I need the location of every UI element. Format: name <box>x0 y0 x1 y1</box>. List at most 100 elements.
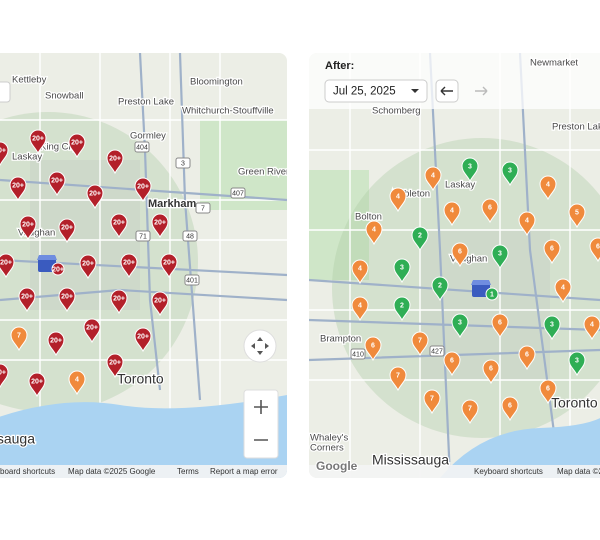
date-select[interactable] <box>324 79 428 103</box>
pin-label: 4 <box>450 207 454 214</box>
pin-label: 20+ <box>123 259 135 266</box>
road-label: 48 <box>186 233 194 240</box>
pin-label: 20+ <box>86 324 98 331</box>
pin-label: 20+ <box>71 139 83 146</box>
pin-label: 3 <box>400 264 404 271</box>
road-shield <box>184 274 200 286</box>
pin <box>431 276 449 302</box>
pin <box>554 278 572 304</box>
pin <box>0 363 9 389</box>
pin <box>18 287 36 313</box>
pin <box>134 177 152 203</box>
road-shield <box>182 230 198 242</box>
pin-label: 7 <box>468 405 472 412</box>
road-label: 410 <box>352 351 364 358</box>
road-shield <box>429 345 445 357</box>
pin-label: 3 <box>498 250 502 257</box>
pin-label: 6 <box>450 357 454 364</box>
footer-link[interactable]: Map data ©2025 <box>557 467 600 476</box>
pan-control[interactable] <box>243 329 277 363</box>
pin <box>10 326 28 352</box>
road-shield <box>195 202 211 214</box>
pin <box>393 258 411 284</box>
pin <box>424 166 442 192</box>
road-shield <box>134 141 150 153</box>
pin <box>47 331 65 357</box>
pin <box>110 213 128 239</box>
pin <box>501 161 519 187</box>
place-label: Kettleby <box>12 75 47 86</box>
place-label: Schomberg <box>372 106 421 117</box>
place-label: Gormley <box>130 131 166 142</box>
store-awning <box>37 255 57 260</box>
footer-bar <box>309 465 600 478</box>
place-label: Mississauga <box>0 431 35 447</box>
pin-label: 20+ <box>82 260 94 267</box>
pin <box>543 239 561 265</box>
pin-label: 6 <box>546 385 550 392</box>
pin-label: 5 <box>575 209 579 216</box>
pin <box>106 353 124 379</box>
pin-label: 20+ <box>21 293 33 300</box>
road-label: 407 <box>232 190 244 197</box>
pin <box>539 175 557 201</box>
pin-label: 6 <box>596 243 600 250</box>
place-label: Snowball <box>45 91 84 102</box>
place-label: Mississauga <box>372 452 449 468</box>
pin-label: 20+ <box>51 177 63 184</box>
pin-label: 6 <box>489 365 493 372</box>
store-badge-label: 1 <box>490 291 494 298</box>
pin <box>68 133 86 159</box>
zoom-icons <box>254 400 268 441</box>
pin-label: 20+ <box>0 147 6 154</box>
pin <box>68 370 86 396</box>
pin <box>461 157 479 183</box>
pin <box>86 184 104 210</box>
footer-link[interactable]: Map data ©2025 Google <box>68 467 156 476</box>
store-badge-label: 20+ <box>52 266 64 273</box>
pin <box>58 218 76 244</box>
next-button[interactable] <box>475 86 488 96</box>
pin <box>0 253 15 279</box>
back-button[interactable] <box>0 81 11 103</box>
place-label: Whaley's <box>310 433 348 444</box>
pin-label: 20+ <box>31 378 43 385</box>
footer-link[interactable]: Keyboard shortcuts <box>474 467 543 476</box>
caret <box>411 89 419 93</box>
pin <box>364 336 382 362</box>
prev-icon <box>440 86 453 96</box>
pin <box>411 331 429 357</box>
footer-link[interactable]: board shortcuts <box>0 467 55 476</box>
pin <box>151 291 169 317</box>
pin <box>501 396 519 422</box>
pin <box>539 379 557 405</box>
store-badge <box>485 287 499 301</box>
place-label: Markham <box>148 198 197 210</box>
pin <box>389 187 407 213</box>
place-label: Corners <box>310 443 344 454</box>
pin-label: 20+ <box>50 337 62 344</box>
place-label: Brampton <box>320 334 361 345</box>
pin-label: 2 <box>438 282 442 289</box>
pin <box>451 313 469 339</box>
left-map[interactable]: Kettleby Bloomington Snowball Preston Lake W… <box>0 53 289 478</box>
road-label: 427 <box>431 348 443 355</box>
pin <box>106 149 124 175</box>
pin <box>491 244 509 270</box>
pin <box>568 351 586 377</box>
zoom-control[interactable] <box>243 389 279 459</box>
pin <box>423 389 441 415</box>
pin <box>83 318 101 344</box>
place-label: Laskay <box>12 152 42 163</box>
footer-link[interactable]: Terms <box>177 467 199 476</box>
pin-label: 20+ <box>113 219 125 226</box>
pin <box>351 296 369 322</box>
place-label: Preston Lake <box>118 97 174 108</box>
pin <box>518 211 536 237</box>
footer-link[interactable]: Report a map error <box>210 467 278 476</box>
pin-label: 6 <box>550 245 554 252</box>
pin <box>29 129 47 155</box>
pin-label: 4 <box>525 217 529 224</box>
